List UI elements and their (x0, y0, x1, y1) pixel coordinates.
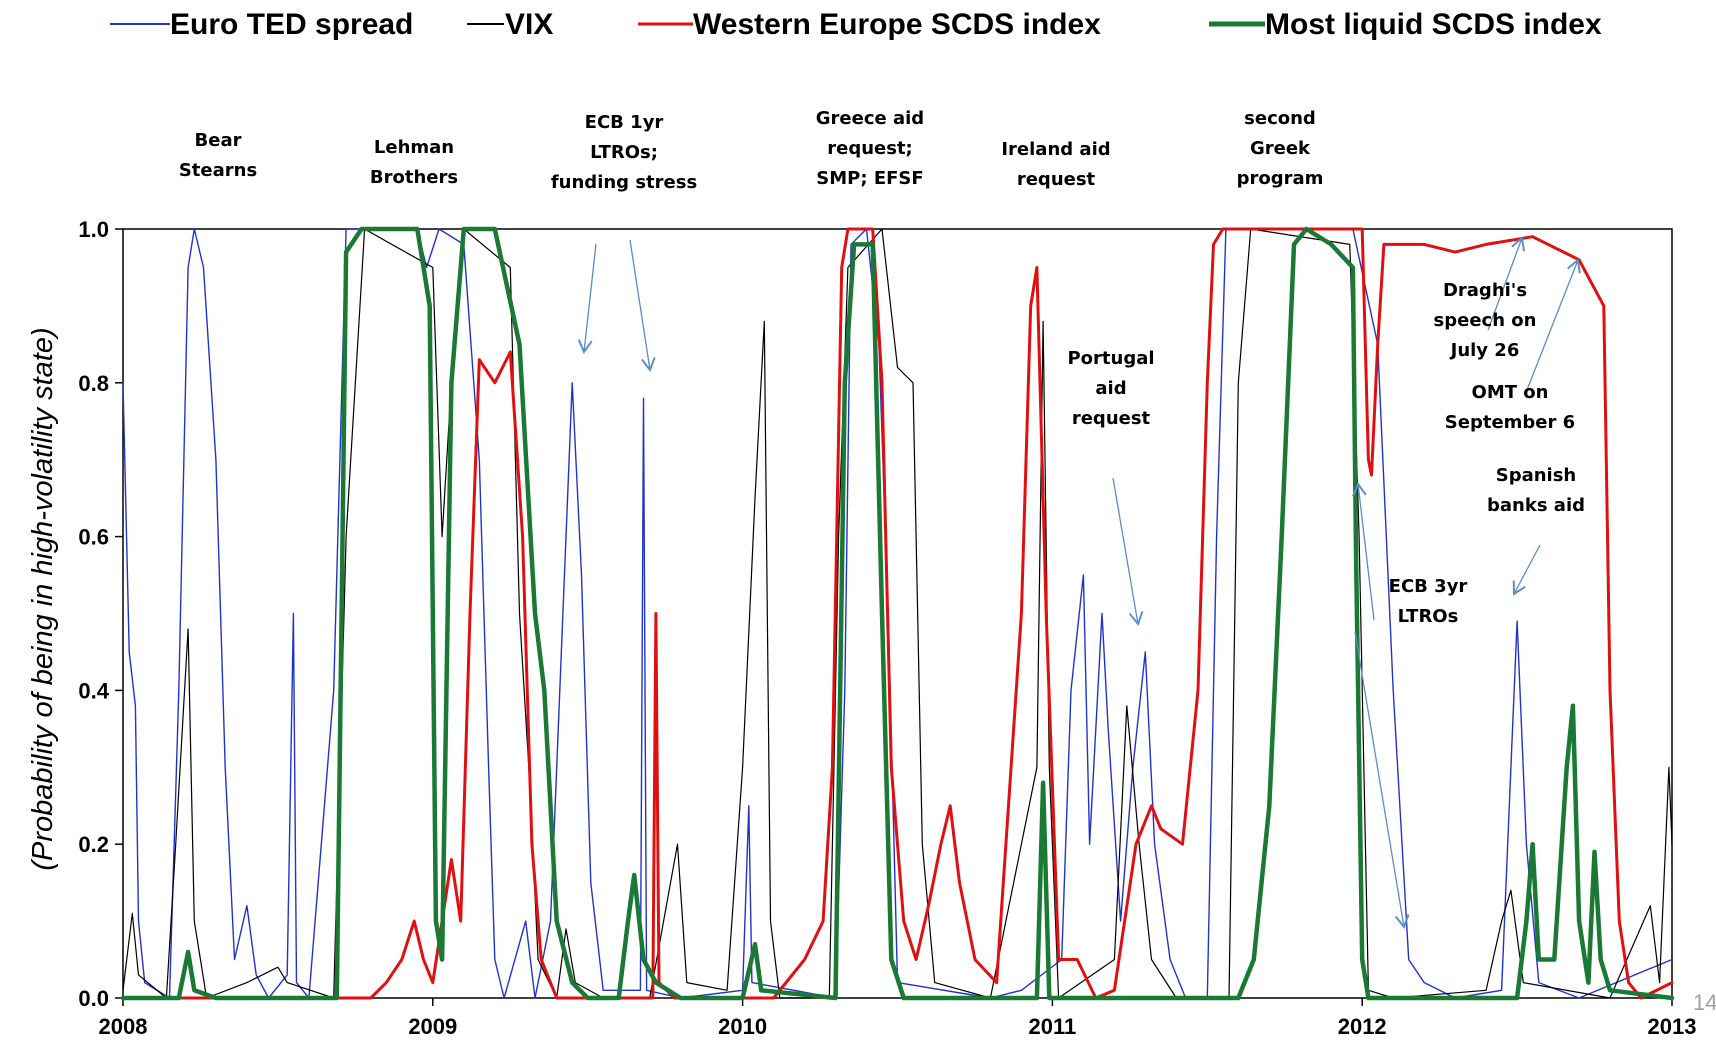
annotation-text: SMP; EFSF (816, 168, 923, 189)
x-tick-label: 2009 (408, 1014, 457, 1039)
annotation-text: funding stress (551, 172, 697, 193)
y-axis-label: (Probability of being in high-volatility… (27, 327, 59, 870)
annotation-text: banks aid (1487, 495, 1585, 516)
annotation-text: request (1072, 408, 1151, 429)
series-line-liquid (120, 226, 1675, 1001)
annotation-arrow (1354, 631, 1410, 929)
annotation-arrow (1352, 482, 1375, 621)
annotation-text: OMT on (1472, 382, 1549, 403)
series-line-ted (122, 228, 1673, 999)
plot-frame (122, 228, 1673, 999)
annotation-text: program (1237, 168, 1324, 189)
annotation-text: July 26 (1449, 340, 1520, 361)
y-ticks: 0.0 0.2 0.4 0.6 0.8 1.0 (78, 217, 123, 1011)
legend: Euro TED spread VIX Western Europe SCDS … (110, 8, 1602, 41)
annotation-arrows (577, 236, 1581, 929)
annotation-text: aid (1095, 378, 1126, 399)
annotation-arrow (629, 239, 656, 372)
annotation-text: second (1244, 108, 1316, 129)
y-tick-label: 0.4 (78, 678, 109, 703)
annotation-text: September 6 (1445, 412, 1575, 433)
x-tick-label: 2010 (718, 1014, 767, 1039)
y-tick-label: 0.2 (78, 832, 109, 857)
annotation-text: Greece aid (816, 108, 924, 129)
annotation-text: speech on (1434, 310, 1537, 331)
y-tick-label: 1.0 (78, 217, 109, 242)
y-tick-label: 0.8 (78, 371, 109, 396)
legend-label-west: Western Europe SCDS index (693, 8, 1101, 41)
x-tick-label: 2012 (1338, 1014, 1387, 1039)
legend-label-vix: VIX (505, 8, 553, 41)
y-tick-label: 0.6 (78, 525, 109, 550)
annotation-text: Brothers (370, 167, 458, 188)
series-line-west (121, 227, 1674, 1000)
y-tick-label: 0.0 (78, 986, 109, 1011)
annotation-text: LTROs; (590, 142, 658, 163)
legend-label-ted: Euro TED spread (170, 8, 413, 41)
x-ticks: 2008 2009 2010 2011 2012 2013 (99, 998, 1697, 1039)
annotation-arrow (1524, 258, 1581, 396)
annotation-text: ECB 1yr (585, 112, 664, 133)
series-layer (120, 226, 1675, 1001)
annotation-text: Lehman (374, 137, 454, 158)
page-number: 14 (1693, 990, 1716, 1015)
annotation-text: Greek (1250, 138, 1311, 159)
x-tick-label: 2011 (1029, 1014, 1077, 1039)
annotation-text: ECB 3yr (1389, 576, 1468, 597)
annotation-arrow (577, 243, 597, 354)
annotation-text: Bear (195, 130, 242, 151)
x-tick-label: 2008 (99, 1014, 148, 1039)
annotation-text: Stearns (179, 160, 257, 181)
annotation-arrow (1112, 477, 1144, 626)
annotation-text: Portugal (1067, 348, 1154, 369)
x-tick-label: 2013 (1648, 1014, 1697, 1039)
annotation-text: Spanish (1496, 465, 1577, 486)
annotation-text: LTROs (1398, 606, 1459, 627)
annotation-arrow (1512, 544, 1541, 596)
annotations: Bear Stearns Lehman Brothers ECB 1yr LTROs; fu… (179, 108, 1585, 627)
annotation-text: Ireland aid (1001, 139, 1110, 160)
annotation-text: Draghi's (1443, 280, 1527, 301)
annotation-arrow (1487, 236, 1526, 331)
annotation-text: request (1017, 169, 1096, 190)
legend-label-liquid: Most liquid SCDS index (1265, 8, 1602, 41)
annotation-text: request; (827, 138, 913, 159)
